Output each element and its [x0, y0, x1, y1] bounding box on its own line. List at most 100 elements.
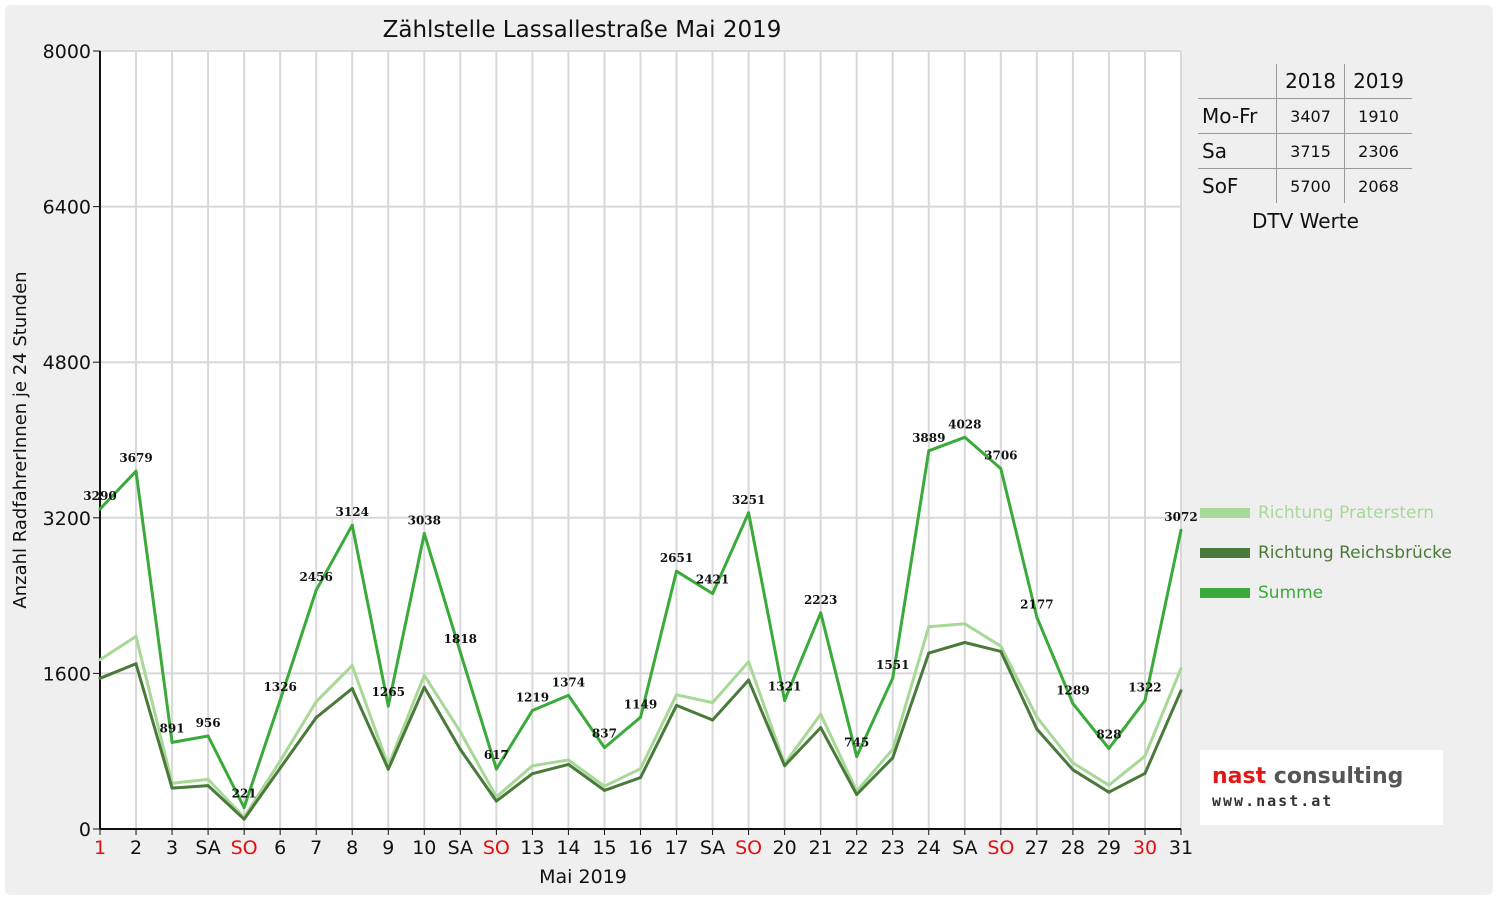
- data-point: [711, 718, 715, 722]
- y-tick-label: 1600: [43, 663, 91, 685]
- x-tick-label: 10: [412, 837, 436, 859]
- legend-swatch: [1200, 548, 1250, 558]
- data-labels: 3290 3679 891 956 221 1326 2456 3124 1265 3038 181…: [83, 417, 1197, 800]
- data-point: [422, 685, 426, 689]
- dtv-cell: 3715: [1275, 133, 1345, 169]
- x-tick-label: 1: [94, 837, 106, 859]
- data-label: 956: [196, 716, 221, 730]
- legend-item-reichsbruecke: Richtung Reichsbrücke: [1200, 533, 1452, 573]
- chart-title: Zählstelle Lassallestraße Mai 2019: [383, 17, 782, 43]
- data-point: [314, 716, 318, 720]
- data-point: [530, 708, 534, 712]
- data-point: [422, 673, 426, 677]
- logo-wordmark: nast consulting: [1212, 764, 1404, 789]
- data-point: [98, 676, 102, 680]
- data-point: [1143, 771, 1147, 775]
- dtv-table: 2018 2019 Mo-Fr 3407 1910 Sa 3715 2306 S…: [1198, 64, 1412, 203]
- data-point: [747, 660, 751, 664]
- data-point: [1035, 727, 1039, 731]
- legend: Richtung Praterstern Richtung Reichsbrüc…: [1200, 493, 1452, 613]
- data-point: [1107, 783, 1111, 787]
- data-point: [1071, 761, 1075, 765]
- data-label: 3290: [83, 489, 116, 503]
- data-point: [278, 766, 282, 770]
- data-point: [170, 786, 174, 790]
- data-point: [206, 784, 210, 788]
- data-label: 2456: [299, 570, 332, 584]
- dtv-cell: 2306: [1344, 133, 1412, 169]
- data-point: [530, 772, 534, 776]
- x-tick-label: SO: [987, 837, 1014, 859]
- data-point: [566, 758, 570, 762]
- data-point: [855, 792, 859, 796]
- data-label: 3889: [912, 431, 945, 445]
- data-point: [675, 693, 679, 697]
- data-point: [639, 767, 642, 771]
- data-point: [1035, 715, 1039, 719]
- x-tick-label: 20: [773, 837, 797, 859]
- data-point: [602, 788, 606, 792]
- x-tick-label: 22: [845, 837, 869, 859]
- data-point: [458, 730, 462, 734]
- data-point: [783, 764, 787, 768]
- data-point: [747, 678, 751, 682]
- data-point: [278, 759, 282, 763]
- data-point: [602, 746, 606, 750]
- y-tick-label: 6400: [43, 197, 91, 219]
- data-label: 1551: [876, 658, 909, 672]
- data-point: [494, 767, 498, 771]
- data-point: [458, 747, 462, 751]
- data-point: [1035, 615, 1039, 619]
- data-point: [1143, 754, 1147, 758]
- data-point: [855, 755, 859, 759]
- x-tick-label: 24: [917, 837, 941, 859]
- dtv-caption: DTV Werte: [1252, 209, 1359, 233]
- legend-label: Richtung Reichsbrücke: [1258, 543, 1452, 563]
- legend-label: Richtung Praterstern: [1258, 503, 1434, 523]
- data-point: [98, 507, 102, 511]
- data-point: [639, 776, 642, 780]
- data-label: 891: [160, 721, 185, 735]
- x-tick-label: 28: [1061, 837, 1085, 859]
- data-point: [1071, 702, 1075, 706]
- data-point: [242, 806, 246, 810]
- data-point: [891, 676, 895, 680]
- data-label: 1219: [516, 690, 549, 704]
- data-label: 3038: [408, 514, 441, 528]
- data-label: 1289: [1056, 684, 1089, 698]
- x-tick-label: 29: [1097, 837, 1121, 859]
- y-tick-label: 4800: [43, 352, 91, 374]
- data-point: [134, 634, 138, 638]
- data-label: 3072: [1164, 510, 1197, 524]
- data-point: [98, 658, 102, 662]
- x-tick-label: 14: [556, 837, 580, 859]
- dtv-header-2018: 2018: [1275, 64, 1345, 99]
- y-tick-label: 8000: [43, 41, 91, 63]
- data-point: [891, 756, 895, 760]
- data-point: [711, 701, 715, 705]
- data-label: 828: [1096, 727, 1121, 741]
- data-point: [494, 799, 498, 803]
- data-point: [566, 693, 570, 697]
- data-point: [675, 569, 679, 573]
- dtv-row-label: Mo-Fr: [1198, 98, 1277, 134]
- data-point: [1071, 768, 1075, 772]
- data-point: [314, 588, 318, 592]
- x-tick-label: 3: [166, 837, 178, 859]
- data-point: [783, 699, 787, 703]
- data-point: [1179, 667, 1183, 671]
- dtv-cell: 2068: [1344, 168, 1412, 203]
- dtv-row-label: SoF: [1198, 168, 1277, 203]
- data-point: [242, 817, 246, 821]
- x-tick-label: 2: [130, 837, 142, 859]
- data-point: [350, 687, 354, 691]
- x-tick-label: 6: [274, 837, 286, 859]
- data-label: 3706: [984, 449, 1017, 463]
- data-point: [819, 726, 823, 730]
- x-tick-label: SO: [483, 837, 510, 859]
- x-tick-label: SO: [735, 837, 762, 859]
- x-tick-label: 8: [346, 837, 358, 859]
- data-label: 1322: [1128, 680, 1161, 694]
- legend-swatch: [1200, 508, 1250, 518]
